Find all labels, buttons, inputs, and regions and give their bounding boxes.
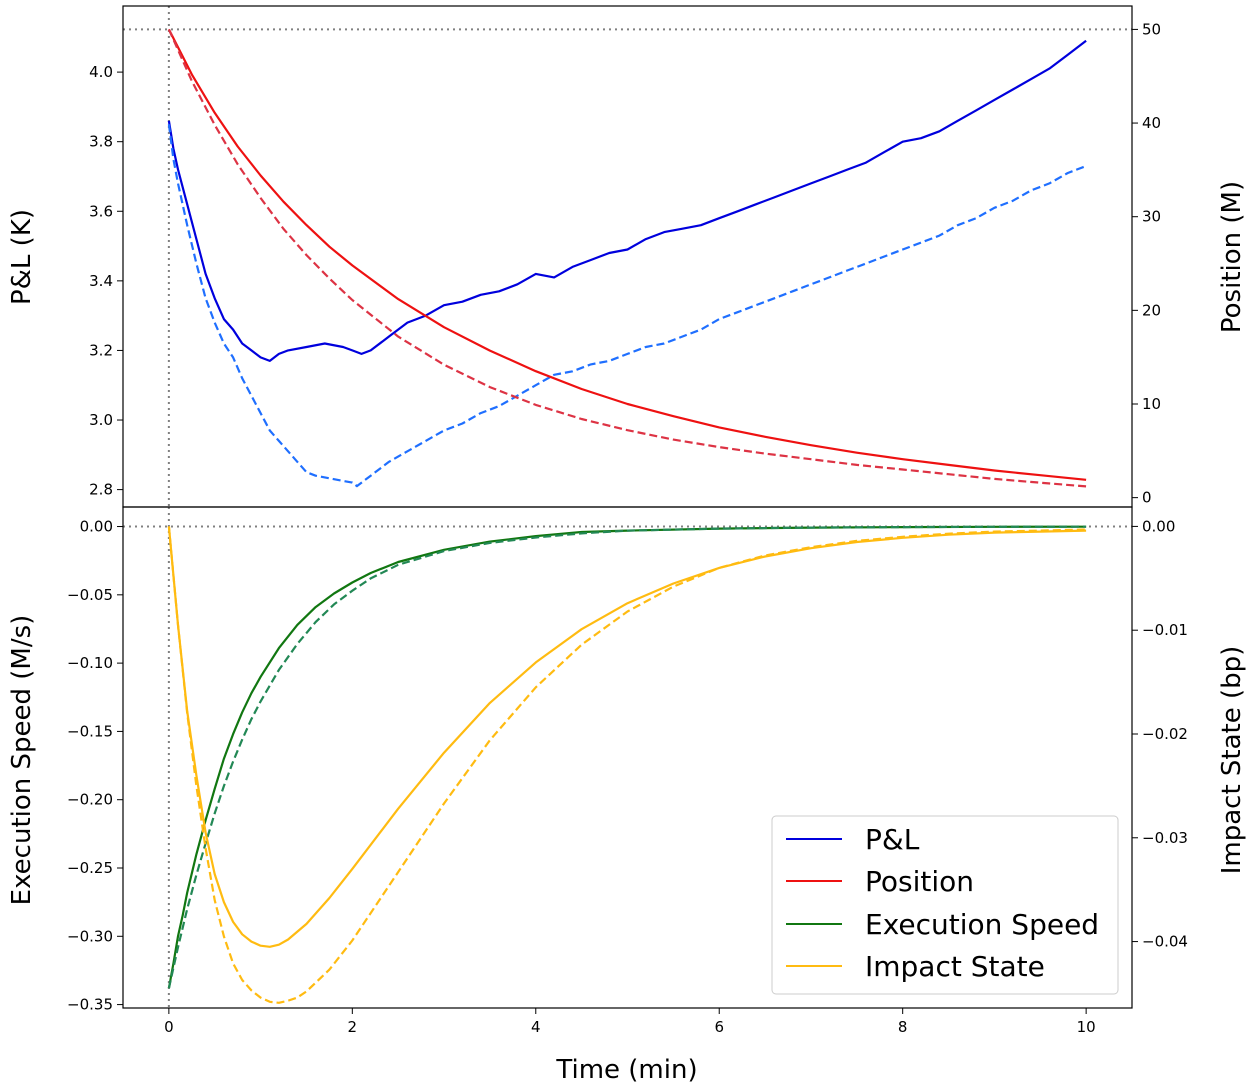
legend-box xyxy=(771,815,1119,995)
top-left-ticks: 2.8 3.0 3.2 3.4 3.6 3.8 4.0 xyxy=(89,63,123,499)
bottom-left-tick-label: −0.10 xyxy=(67,654,113,672)
x-tick-label: 6 xyxy=(714,1018,724,1036)
top-right-axis-label: Position (M) xyxy=(1217,181,1247,333)
bottom-left-tick-label: −0.05 xyxy=(67,586,113,604)
top-panel: 2.8 3.0 3.2 3.4 3.6 3.8 4.0 0 10 20 30 40 50 P&L (K… xyxy=(7,5,1247,508)
top-right-tick-label: 0 xyxy=(1142,489,1152,507)
top-left-tick-label: 3.6 xyxy=(89,202,113,220)
legend-item-pnl: P&L xyxy=(786,823,920,856)
legend-label-pnl: P&L xyxy=(865,823,920,856)
bottom-panel: 0.00−0.05−0.10−0.15−0.20−0.25−0.30−0.35 … xyxy=(7,506,1247,1085)
bottom-left-tick-label: −0.25 xyxy=(67,859,113,877)
top-plot-frame xyxy=(122,5,1133,508)
top-left-tick-label: 3.4 xyxy=(89,272,113,290)
bottom-plot-frame xyxy=(122,506,1133,1009)
bottom-right-tick-label: −0.01 xyxy=(1142,621,1188,639)
bottom-right-tick-label: −0.02 xyxy=(1142,725,1188,743)
top-series-3-dashed-line xyxy=(167,28,1087,488)
x-tick-label: 8 xyxy=(898,1018,908,1036)
top-series-group xyxy=(167,28,1087,488)
bottom-left-axis-label: Execution Speed (M/s) xyxy=(7,615,37,906)
top-right-tick-label: 20 xyxy=(1142,301,1161,319)
bottom-right-tick-label: −0.04 xyxy=(1142,933,1188,951)
top-p-l-solid-line xyxy=(167,39,1087,362)
bottom-left-tick-label: −0.15 xyxy=(67,722,113,740)
bottom-right-ticks: 0.00 −0.01 −0.02 −0.03 −0.04 xyxy=(1132,517,1188,951)
legend-item-position: Position xyxy=(786,865,974,898)
bottom-series-1-dashed-line xyxy=(167,525,1087,989)
bottom-right-axis-label: Impact State (bp) xyxy=(1217,646,1247,875)
x-tick-label: 10 xyxy=(1077,1018,1096,1036)
bottom-right-tick-label: −0.03 xyxy=(1142,829,1188,847)
top-position-solid-line xyxy=(167,28,1087,481)
top-series-1-dashed-line xyxy=(167,124,1087,488)
top-left-tick-label: 2.8 xyxy=(89,481,113,499)
legend-item-impact-state: Impact State xyxy=(786,950,1045,983)
x-axis-label: Time (min) xyxy=(555,1055,697,1085)
top-right-tick-label: 10 xyxy=(1142,395,1161,413)
top-left-tick-label: 3.8 xyxy=(89,133,113,151)
x-tick-label: 0 xyxy=(164,1018,174,1036)
bottom-left-ticks: 0.00 −0.05 −0.10 −0.15 −0.20 −0.25 −0.30 −0.35 xyxy=(67,518,123,1014)
bottom-x-ticks: 0 2 4 6 8 10 xyxy=(164,1008,1096,1036)
top-right-tick-label: 50 xyxy=(1142,20,1161,38)
bottom-right-tick-label: 0.00 xyxy=(1142,517,1175,535)
bottom-left-tick-label: −0.30 xyxy=(67,927,113,945)
bottom-left-tick-label: −0.20 xyxy=(67,791,113,809)
top-left-axis-label: P&L (K) xyxy=(7,209,37,305)
top-right-ticks: 0 10 20 30 40 50 xyxy=(1132,20,1161,507)
top-left-tick-label: 3.0 xyxy=(89,411,113,429)
bottom-left-tick-label: 0.00 xyxy=(80,518,113,536)
top-right-tick-label: 30 xyxy=(1142,208,1161,226)
top-right-tick-label: 40 xyxy=(1142,114,1161,132)
legend-item-execution-speed: Execution Speed xyxy=(786,908,1099,941)
bottom-series-group xyxy=(167,525,1087,1004)
x-tick-label: 4 xyxy=(531,1018,541,1036)
bottom-left-tick-label: −0.35 xyxy=(67,996,113,1014)
x-tick-label: 2 xyxy=(348,1018,358,1036)
legend: P&L Position Execution Speed Impact Stat… xyxy=(771,815,1119,995)
top-left-tick-label: 4.0 xyxy=(89,63,113,81)
legend-label-impact-state: Impact State xyxy=(865,950,1045,983)
legend-label-position: Position xyxy=(865,865,974,898)
top-reference-lines xyxy=(123,6,1132,507)
top-left-tick-label: 3.2 xyxy=(89,341,113,359)
legend-label-execution-speed: Execution Speed xyxy=(865,908,1099,941)
